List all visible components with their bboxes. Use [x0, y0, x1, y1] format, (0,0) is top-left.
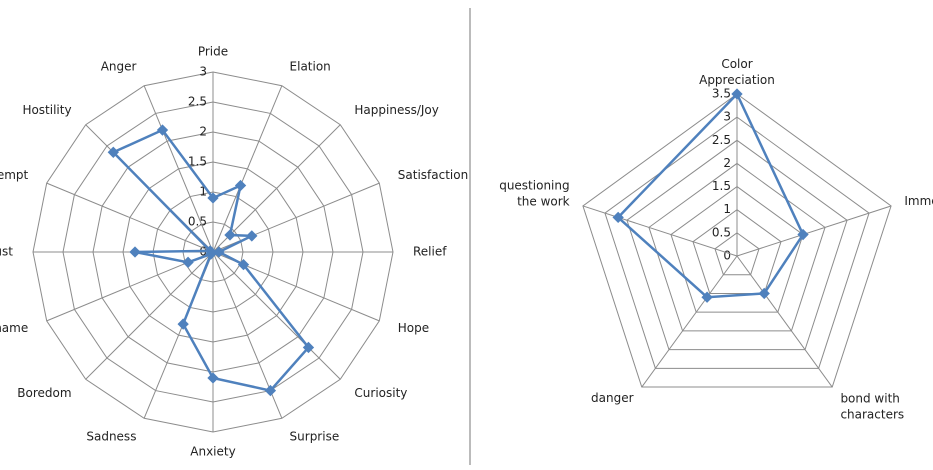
marker	[156, 124, 169, 136]
y-tick-label: 0	[723, 249, 731, 263]
axis-label: Satisfaction	[398, 168, 468, 182]
axis-label: bond with characters	[840, 391, 904, 421]
series-line	[111, 128, 311, 392]
y-tick-label: 1	[199, 185, 207, 199]
axis-label: Surprise	[290, 429, 340, 443]
marker	[129, 246, 141, 258]
marker	[224, 229, 236, 241]
axis-label: questioning the work	[499, 178, 569, 208]
series-line	[616, 91, 805, 299]
marker	[758, 287, 770, 300]
spoke	[85, 251, 214, 380]
axis-label: Hostility	[22, 103, 71, 117]
marker	[302, 341, 315, 354]
grid-ring	[648, 162, 826, 332]
spoke	[212, 85, 283, 253]
marker	[213, 246, 225, 258]
y-tick-label: 2.5	[188, 95, 207, 109]
marker	[204, 245, 216, 257]
y-tick-label: 2	[723, 156, 731, 170]
spoke	[736, 255, 833, 388]
axis-label: Sadness	[86, 429, 136, 443]
axis-label: Disgust	[0, 245, 13, 259]
spoke	[212, 124, 341, 253]
y-tick-label: 1.5	[188, 155, 207, 169]
axis-label: danger	[591, 391, 634, 405]
grid-ring	[714, 232, 760, 276]
y-tick-label: 3	[199, 65, 207, 79]
marker	[797, 228, 809, 241]
axis-label: Hope	[398, 321, 429, 335]
spoke	[582, 205, 738, 257]
spoke	[46, 182, 214, 253]
spoke	[143, 85, 214, 253]
grid-ring	[604, 116, 870, 369]
marker	[207, 372, 219, 384]
y-tick-label: 2.5	[712, 133, 731, 147]
marker	[246, 230, 258, 242]
axis-label: Pride	[198, 45, 228, 59]
spoke	[212, 251, 341, 380]
marker	[177, 318, 189, 330]
marker	[207, 192, 219, 204]
grid-ring	[670, 185, 804, 313]
axis-label: Anxiety	[190, 445, 235, 459]
marker	[237, 258, 250, 271]
axis-label: Happiness/Joy	[354, 103, 438, 117]
y-tick-label: 0.5	[712, 225, 731, 239]
y-tick-label: 2	[199, 125, 207, 139]
axis-label: Anger	[101, 60, 137, 74]
axis-label: Contempt	[0, 168, 29, 182]
axis-label: Immersion	[904, 194, 933, 208]
axis-label: Color Appreciation	[699, 57, 775, 87]
grid-ring	[626, 139, 848, 351]
grid-ring	[692, 209, 782, 294]
marker	[612, 211, 624, 224]
marker	[182, 256, 194, 268]
y-tick-label: 3.5	[712, 87, 731, 101]
y-tick-label: 1.5	[712, 179, 731, 193]
spoke	[736, 205, 892, 257]
spoke	[641, 255, 738, 388]
axis-label: Relief	[413, 245, 447, 259]
y-tick-label: 0.5	[188, 215, 207, 229]
axis-label: Shame	[0, 321, 28, 335]
marker	[701, 291, 713, 303]
y-tick-label: 3	[723, 110, 731, 124]
marker	[234, 179, 247, 192]
axis-label: Curiosity	[354, 386, 407, 400]
axis-label: Elation	[290, 60, 331, 74]
y-tick-label: 1	[723, 202, 731, 216]
grid-ring	[582, 93, 892, 388]
axis-label: Boredom	[17, 386, 71, 400]
marker	[264, 384, 277, 397]
